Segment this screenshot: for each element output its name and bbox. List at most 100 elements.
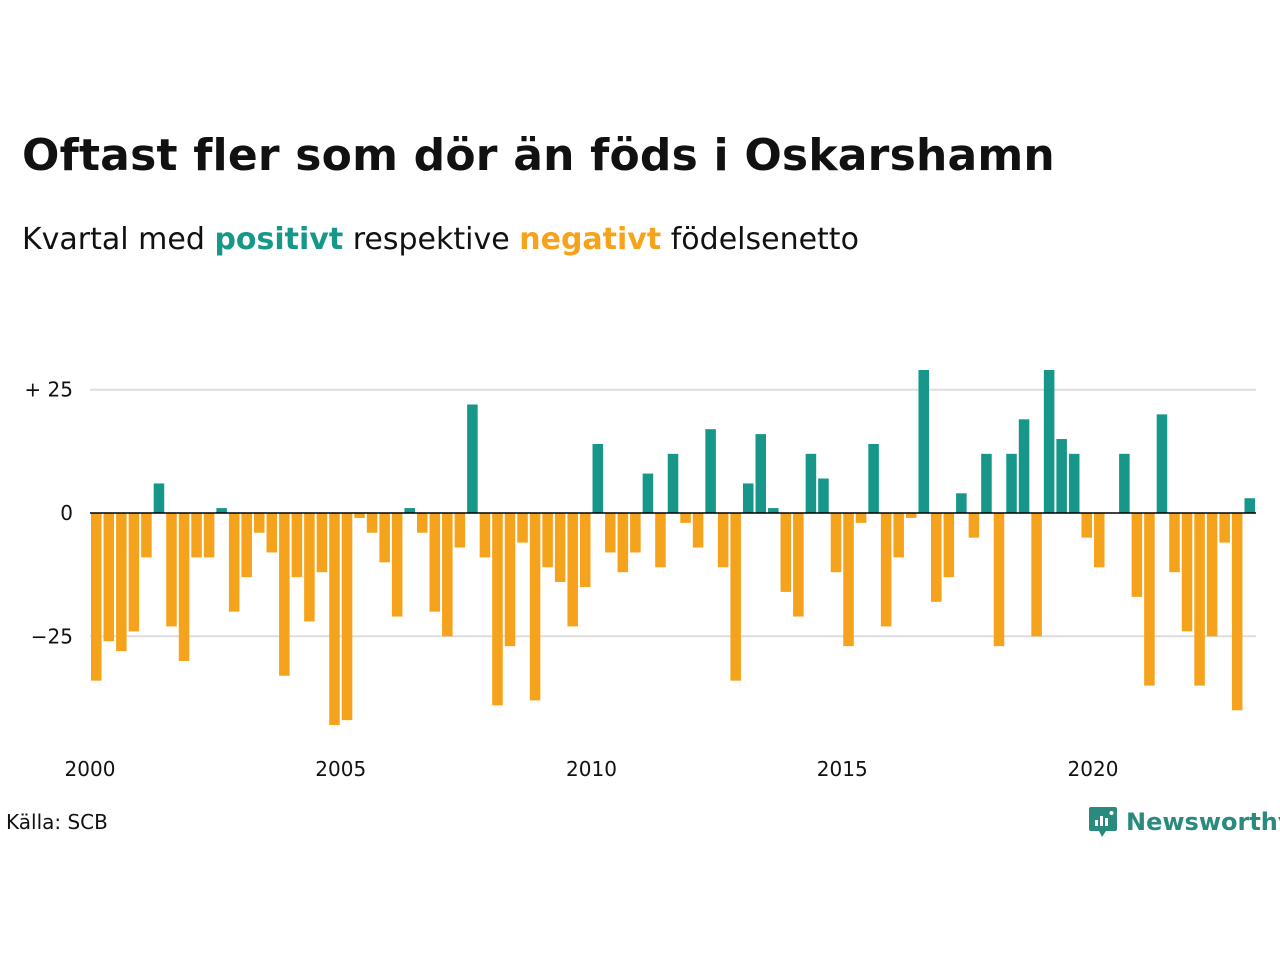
bar xyxy=(730,513,741,681)
bar xyxy=(579,513,591,587)
bar xyxy=(1094,513,1105,568)
y-tick-label: −25 xyxy=(31,624,73,648)
bar xyxy=(416,513,428,533)
bar xyxy=(567,513,578,627)
bar xyxy=(843,513,854,647)
bar xyxy=(91,513,102,681)
bar xyxy=(705,429,716,514)
bar xyxy=(1031,513,1042,637)
bar xyxy=(655,513,666,568)
newsworthy-logo-icon xyxy=(1089,807,1117,837)
bar xyxy=(943,513,955,578)
bar xyxy=(316,513,328,573)
x-tick-label: 2020 xyxy=(1068,757,1119,781)
bar xyxy=(542,513,553,568)
bar xyxy=(504,513,516,647)
bar xyxy=(454,513,466,548)
bar xyxy=(717,513,729,568)
bar xyxy=(968,513,980,538)
bar xyxy=(855,513,867,523)
bar xyxy=(379,513,390,563)
brand-logo: Newsworthy xyxy=(1088,805,1280,839)
bar xyxy=(241,513,252,578)
bar xyxy=(617,513,629,573)
bar xyxy=(1156,414,1168,514)
bar xyxy=(755,434,767,514)
bar xyxy=(918,370,930,514)
bar xyxy=(1219,513,1230,543)
bar xyxy=(404,508,415,514)
bar xyxy=(304,513,315,622)
bar xyxy=(279,513,290,676)
bar xyxy=(667,453,679,514)
bar xyxy=(291,513,303,578)
bar xyxy=(1131,513,1143,597)
bar xyxy=(103,513,115,642)
x-tick-label: 2015 xyxy=(817,757,868,781)
chart-title: Oftast fler som dör än föds i Oskarshamn xyxy=(22,130,1055,181)
bar xyxy=(1206,513,1218,637)
bar xyxy=(605,513,616,553)
bar xyxy=(429,513,441,612)
bar xyxy=(341,513,353,721)
bar xyxy=(191,513,202,558)
bar xyxy=(893,513,904,558)
subtitle-mid: respektive xyxy=(352,222,510,257)
bar xyxy=(931,513,942,602)
bar xyxy=(253,513,265,533)
bar xyxy=(1169,513,1180,573)
x-tick-label: 2005 xyxy=(315,757,366,781)
bar xyxy=(1056,439,1067,514)
x-tick-label: 2000 xyxy=(65,757,116,781)
bar xyxy=(905,513,917,518)
source-note: Källa: SCB xyxy=(6,810,108,834)
bar xyxy=(354,513,365,518)
bar xyxy=(178,513,190,661)
brand-name: Newsworthy xyxy=(1126,808,1280,836)
bar xyxy=(592,443,604,514)
bar xyxy=(956,493,967,514)
bar xyxy=(1181,513,1193,632)
subtitle-negative-word: negativt xyxy=(519,222,662,257)
bar xyxy=(116,513,127,652)
bar xyxy=(517,513,528,543)
chart-subtitle: Kvartal med positivt respektive negativt… xyxy=(22,222,859,257)
bar xyxy=(692,513,704,548)
bar xyxy=(680,513,691,523)
y-tick-label: + 25 xyxy=(24,378,73,402)
bars xyxy=(91,370,1255,726)
bar xyxy=(1144,513,1155,686)
bar xyxy=(1018,419,1030,514)
bar xyxy=(479,513,491,558)
bar xyxy=(742,483,754,514)
bar xyxy=(1006,453,1017,514)
bar-chart: + 25 0 −25 2000 2005 2010 2015 2020 xyxy=(24,370,1256,781)
subtitle-pre: Kvartal med xyxy=(22,222,205,257)
bar xyxy=(529,513,541,701)
subtitle-positive-word: positivt xyxy=(214,222,344,257)
y-tick-label: 0 xyxy=(60,501,73,525)
bar xyxy=(1194,513,1205,686)
bar xyxy=(642,473,654,514)
bar xyxy=(366,513,378,533)
bar xyxy=(793,513,804,617)
bar xyxy=(1119,453,1130,514)
bar xyxy=(391,513,403,617)
bar xyxy=(492,513,503,706)
bar xyxy=(805,453,817,514)
bar xyxy=(830,513,842,573)
bar xyxy=(554,513,566,583)
bar xyxy=(981,453,992,514)
bar xyxy=(141,513,152,558)
bar xyxy=(1244,498,1255,514)
bar xyxy=(128,513,140,632)
x-tick-label: 2010 xyxy=(566,757,617,781)
bar xyxy=(442,513,453,637)
subtitle-post: födelsenetto xyxy=(670,222,859,257)
bar xyxy=(1043,370,1055,514)
bar xyxy=(216,508,227,514)
bar xyxy=(153,483,165,514)
bar xyxy=(1231,513,1243,711)
bar xyxy=(203,513,215,558)
bar xyxy=(1081,513,1093,538)
